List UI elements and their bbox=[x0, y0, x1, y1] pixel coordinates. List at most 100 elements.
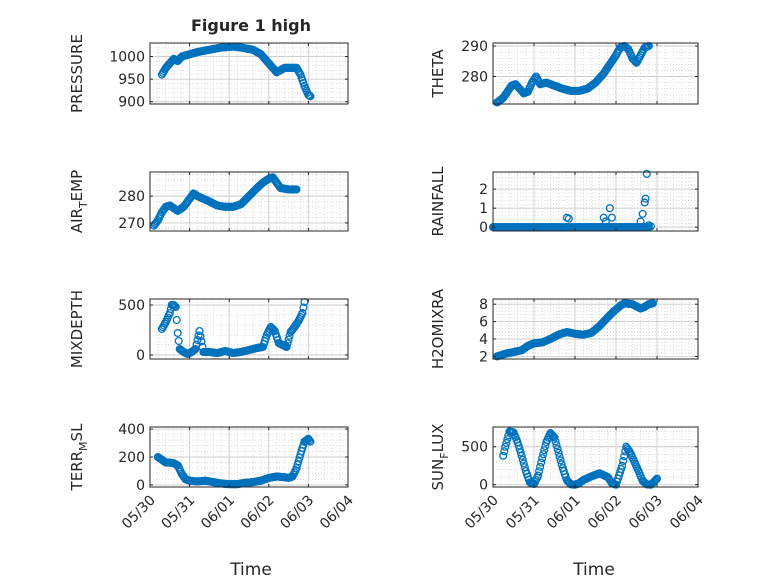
x-tick-label: 06/04 bbox=[317, 492, 357, 532]
y-tick-label: 290 bbox=[461, 39, 488, 55]
data-point bbox=[172, 315, 181, 325]
data-point bbox=[516, 448, 525, 457]
subplot-4: 0 1 2 RAINFALL bbox=[429, 166, 699, 237]
y-tick-label: 1000 bbox=[109, 50, 145, 66]
x-tick-label: 05/30 bbox=[119, 493, 159, 533]
data-point bbox=[285, 331, 294, 340]
data-point bbox=[500, 447, 509, 456]
y-tick-label: 280 bbox=[461, 70, 488, 86]
subplot-5: 0 500 MIXDEPTH bbox=[68, 290, 349, 368]
y-tick-label: 900 bbox=[118, 95, 145, 111]
data-point bbox=[549, 432, 558, 441]
data-point bbox=[293, 460, 302, 469]
data-point bbox=[305, 436, 314, 445]
x-axis-label-right: Time bbox=[572, 560, 615, 580]
data-point bbox=[294, 457, 303, 466]
subplot-2: 280 290 THETA bbox=[429, 39, 699, 107]
subplot-7: 05/30 05/31 06/01 06/02 06/03 06/04 0 200 400 TER… bbox=[68, 422, 357, 532]
y-axis-label: SUNFLUX bbox=[429, 424, 451, 491]
data-point bbox=[534, 471, 543, 480]
x-tick-label: 06/02 bbox=[585, 493, 625, 533]
x-tick-label: 06/03 bbox=[277, 493, 317, 533]
figure-title: Figure 1 high bbox=[191, 16, 311, 35]
axes-box bbox=[492, 426, 699, 488]
y-tick-label: 8 bbox=[479, 297, 488, 313]
data-point bbox=[196, 332, 205, 341]
data-point bbox=[503, 435, 512, 444]
axes-box bbox=[149, 42, 349, 105]
data-point bbox=[499, 451, 508, 460]
y-tick-label: 0 bbox=[136, 478, 145, 494]
y-tick-label: 4 bbox=[479, 332, 488, 348]
subplot-3: 270 280 AIRTEMP bbox=[68, 170, 349, 233]
x-axis-label-left: Time bbox=[229, 560, 272, 580]
data-point bbox=[548, 431, 557, 440]
data-point bbox=[535, 467, 544, 476]
y-axis-label: PRESSURE bbox=[68, 34, 86, 113]
y-axis-label: MIXDEPTH bbox=[68, 290, 86, 368]
data-point bbox=[269, 325, 278, 335]
axes-box bbox=[492, 298, 699, 360]
data-point bbox=[538, 454, 547, 463]
data-point bbox=[171, 302, 180, 312]
data-point bbox=[501, 442, 510, 451]
axes-box bbox=[149, 298, 349, 360]
data-point bbox=[601, 217, 610, 226]
data-point bbox=[173, 328, 182, 338]
data-point bbox=[292, 185, 301, 194]
data-point bbox=[519, 459, 528, 468]
data-point bbox=[536, 462, 545, 471]
y-axis-label: H2OMIXRA bbox=[429, 288, 447, 369]
data-point bbox=[197, 337, 206, 346]
data-point bbox=[283, 339, 292, 348]
x-tick-label: 06/02 bbox=[238, 493, 278, 533]
y-tick-label: 500 bbox=[461, 440, 488, 456]
y-tick-label: 0 bbox=[479, 478, 488, 494]
data-point bbox=[640, 198, 649, 207]
data-point bbox=[642, 169, 651, 178]
data-point bbox=[517, 451, 526, 460]
y-axis-label: AIRTEMP bbox=[68, 170, 90, 233]
y-axis-label: THETA bbox=[429, 49, 447, 99]
data-point bbox=[169, 300, 178, 310]
data-point bbox=[552, 441, 561, 450]
axes-box bbox=[492, 42, 699, 105]
data-point bbox=[619, 456, 628, 466]
data-point bbox=[650, 476, 659, 485]
y-tick-label: 400 bbox=[118, 422, 145, 438]
x-tick-label: 05/31 bbox=[503, 493, 543, 533]
data-point bbox=[618, 461, 627, 470]
x-tick-label: 06/01 bbox=[544, 493, 584, 533]
y-tick-label: 2 bbox=[479, 349, 488, 365]
data-point bbox=[646, 222, 655, 231]
y-tick-label: 270 bbox=[118, 216, 145, 232]
x-tick-label: 06/04 bbox=[667, 492, 707, 532]
data-point bbox=[540, 446, 549, 455]
x-tick-label: 05/30 bbox=[462, 493, 502, 533]
data-point bbox=[638, 209, 647, 218]
data-point bbox=[174, 336, 183, 346]
data-point bbox=[195, 326, 204, 336]
data-point bbox=[564, 214, 573, 223]
data-point bbox=[605, 204, 614, 213]
axes-box bbox=[492, 171, 699, 232]
data-point bbox=[555, 452, 564, 461]
data-point bbox=[518, 455, 527, 464]
data-point bbox=[298, 308, 307, 318]
data-point bbox=[554, 448, 563, 457]
data-point bbox=[292, 464, 301, 473]
y-axis-label: RAINFALL bbox=[429, 166, 447, 237]
data-point bbox=[551, 437, 560, 446]
data-point bbox=[648, 299, 657, 308]
data-point bbox=[556, 456, 565, 465]
data-point bbox=[607, 213, 616, 222]
axes-box bbox=[149, 171, 349, 232]
y-axis-label: TERRMSL bbox=[68, 423, 90, 492]
data-point bbox=[651, 475, 661, 484]
data-point bbox=[306, 437, 315, 446]
y-tick-label: 280 bbox=[118, 189, 145, 205]
data-point bbox=[165, 308, 174, 318]
data-point bbox=[652, 474, 662, 483]
data-point bbox=[550, 433, 559, 442]
data-point bbox=[553, 444, 562, 454]
